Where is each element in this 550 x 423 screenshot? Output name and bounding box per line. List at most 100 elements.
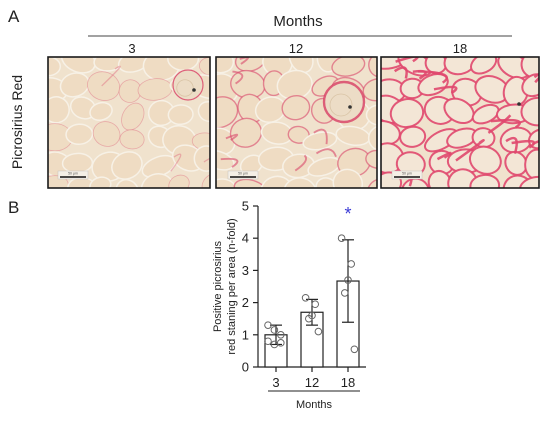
month-label-18: 18 — [453, 41, 467, 56]
muscle-fiber — [471, 103, 500, 125]
data-point-18 — [337, 234, 346, 242]
muscle-fiber — [216, 127, 236, 156]
micrograph-frame-3 — [47, 56, 211, 189]
y-axis-label-line1: Positive picrosirius — [212, 240, 224, 332]
muscle-fiber — [48, 175, 69, 188]
collagen-streak — [395, 57, 419, 63]
x-tick-label-18: 18 — [341, 375, 355, 390]
scale-bar-3-text: 50 μm — [68, 172, 78, 176]
muscle-fiber — [521, 73, 539, 98]
collagen-streak — [313, 128, 328, 145]
muscle-fiber — [362, 78, 377, 102]
muscle-fiber — [368, 57, 377, 78]
y-tick-label: 2 — [242, 295, 249, 310]
y-tick-label: 4 — [242, 231, 249, 246]
collagen-streak — [412, 69, 427, 80]
scale-bar-12-text: 50 μm — [238, 172, 248, 176]
collagen-streak — [232, 70, 244, 85]
muscle-fiber — [332, 168, 364, 188]
data-point-12 — [301, 293, 310, 302]
panel-a-label: A — [8, 7, 20, 26]
muscle-fiber — [234, 57, 267, 72]
data-point-3 — [264, 321, 272, 329]
collagen-streak — [294, 154, 308, 172]
y-axis-label: Positive picrosirius red staning per area… — [212, 218, 238, 354]
stain-label: Picrosirius Red — [9, 75, 25, 169]
vessel-structure — [172, 69, 204, 101]
muscle-fiber — [118, 79, 142, 103]
collagen-streak — [315, 148, 337, 158]
muscle-fiber — [468, 145, 502, 175]
muscle-fiber — [331, 57, 366, 77]
muscle-fiber — [89, 176, 112, 188]
muscle-fiber — [367, 125, 377, 152]
data-point-12 — [311, 300, 320, 309]
muscle-fiber — [229, 117, 263, 148]
panel-b-label: B — [8, 198, 19, 217]
muscle-fiber — [193, 145, 210, 172]
collagen-streak — [436, 151, 452, 161]
nucleus-dot — [517, 102, 521, 106]
muscle-fiber — [524, 148, 539, 181]
muscle-fiber — [519, 175, 539, 188]
muscle-fiber — [281, 94, 311, 121]
micrograph-12-months — [216, 57, 377, 188]
muscle-fiber — [443, 57, 478, 76]
micrograph-3-months — [48, 57, 210, 188]
scale-bar-18: 50 μm — [391, 170, 423, 180]
month-label-12: 12 — [289, 41, 303, 56]
collagen-streak — [393, 66, 408, 79]
muscle-fiber — [216, 178, 238, 188]
muscle-fiber — [197, 100, 210, 123]
collagen-streak — [532, 140, 539, 146]
muscle-fiber — [48, 96, 70, 124]
muscle-fiber — [216, 57, 235, 74]
x-axis-label: Months — [296, 399, 333, 411]
nucleus-dot — [348, 105, 352, 109]
collagen-streak — [433, 85, 458, 95]
scale-bar-3: 50 μm — [57, 170, 89, 180]
muscle-fiber — [167, 57, 200, 72]
collagen-streak — [220, 157, 239, 168]
data-point-12 — [314, 327, 323, 336]
data-point-3 — [277, 331, 285, 339]
data-point-18 — [350, 345, 359, 354]
micrograph-frame-18 — [380, 56, 540, 189]
data-point-18 — [347, 260, 356, 268]
data-point-18 — [344, 276, 352, 284]
muscle-fiber — [469, 173, 501, 188]
data-point-3 — [270, 326, 279, 334]
micrograph-18-months — [381, 57, 539, 188]
collagen-streak — [505, 136, 518, 155]
muscle-fiber — [92, 121, 121, 147]
muscle-fiber — [504, 150, 528, 176]
muscle-fiber — [216, 96, 239, 129]
data-point-12 — [305, 314, 313, 323]
y-tick-label: 5 — [242, 199, 249, 214]
collagen-streak — [455, 138, 485, 162]
collagen-streak — [487, 114, 512, 134]
muscle-fiber — [470, 57, 498, 75]
vessel-inner — [176, 79, 194, 97]
collagen-streak — [490, 118, 521, 129]
data-point-3 — [264, 337, 272, 346]
muscle-fiber — [302, 131, 338, 151]
muscle-fiber — [288, 57, 314, 74]
muscle-fiber — [121, 102, 145, 131]
y-tick-label: 3 — [242, 263, 249, 278]
vessel-structure — [322, 80, 366, 124]
muscle-fiber — [87, 71, 121, 101]
muscle-fiber — [365, 104, 377, 126]
scale-bar-18-text: 50 μm — [402, 172, 412, 176]
y-tick-label: 0 — [242, 360, 249, 375]
muscle-fiber — [65, 123, 94, 145]
data-point-3 — [277, 339, 285, 347]
y-axis-label-line2: red staning per area (n-fold) — [226, 218, 238, 354]
data-point-18 — [341, 289, 349, 297]
muscle-fiber — [60, 57, 96, 74]
nucleus-dot — [192, 88, 196, 92]
muscle-fiber — [89, 101, 113, 122]
month-label-3: 3 — [128, 41, 135, 56]
muscle-fiber — [61, 152, 94, 174]
